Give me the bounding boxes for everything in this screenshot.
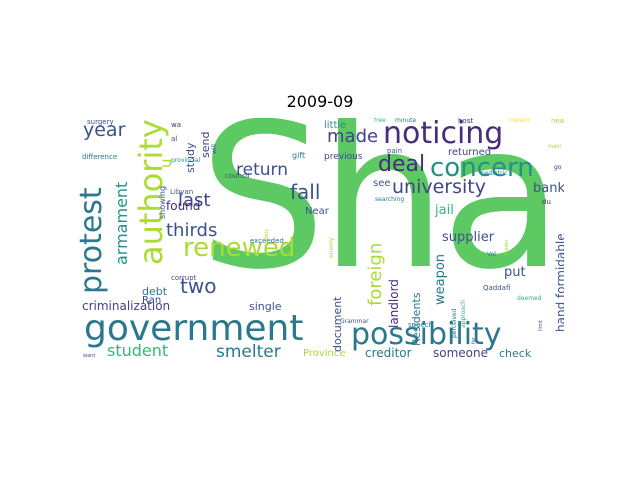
word-new: new: [551, 118, 564, 125]
word-made: made: [327, 126, 379, 147]
word-concern: concern: [430, 153, 534, 183]
word-hand-formidable: hand formidable: [554, 233, 564, 332]
word-habit: Habit: [548, 144, 562, 150]
word-go: go: [554, 164, 562, 171]
word-leader: leader: [504, 239, 510, 255]
word-smelter: smelter: [216, 342, 281, 362]
word-government: government: [84, 308, 304, 349]
word-study: study: [184, 142, 197, 173]
word-weapon: weapon: [433, 253, 448, 305]
word-creditor: creditor: [365, 346, 412, 360]
figure-title: 2009-09: [286, 92, 354, 111]
word-someone: someone: [433, 346, 488, 360]
word-check: check: [499, 347, 532, 360]
word-pediatric: pediatric: [481, 170, 508, 177]
word-vol: Vol: [487, 251, 496, 258]
word-residents: Residents: [410, 292, 423, 346]
word-university: university: [392, 176, 486, 198]
word-thirds: thirds: [166, 220, 218, 241]
word-approach: approach: [460, 299, 467, 328]
word-showing: showing: [158, 185, 167, 219]
word-sha: Sha: [199, 118, 563, 314]
word-returned: returned: [448, 147, 492, 158]
word-perceived: perceived: [451, 308, 458, 338]
word-far: far: [471, 337, 477, 344]
word-renewed: renewed: [183, 233, 296, 263]
word-will: will: [211, 144, 218, 154]
word-armament: armament: [112, 181, 131, 265]
word-widely: widely: [264, 228, 270, 245]
word-u: u: [157, 158, 175, 168]
word-previous: previous: [324, 152, 363, 162]
word-landlord: landlord: [387, 279, 401, 328]
word-jail: jail: [435, 203, 454, 218]
word-free: free: [374, 118, 386, 124]
word-searching: searching: [375, 196, 405, 203]
word-deemed: deemed: [517, 295, 542, 302]
word-little: little: [324, 120, 347, 131]
word-bank: bank: [533, 181, 564, 196]
word-province: Province: [303, 348, 346, 359]
word-host: host: [458, 118, 474, 125]
word-difference: difference: [82, 153, 118, 161]
word-student: student: [107, 341, 169, 360]
word-criminalization: criminalization: [82, 299, 171, 313]
word-two: two: [180, 274, 217, 298]
word-gift: gift: [292, 151, 306, 160]
word-see: see: [373, 178, 391, 189]
word-near: Near: [305, 206, 329, 217]
word-want: want: [83, 353, 96, 359]
word-foreign: foreign: [365, 242, 386, 306]
word-put: put: [504, 265, 526, 280]
word-toward: toward: [509, 118, 530, 124]
word-possibility: possibility: [351, 317, 502, 352]
word-protest: protest: [77, 187, 109, 294]
word-wa: wa: [171, 121, 182, 129]
word-minute: minute: [395, 118, 417, 124]
word-libyan: Libyan: [170, 188, 194, 196]
word-provincial: provincial: [171, 157, 201, 164]
word-enemy: enemy: [328, 237, 335, 258]
word-send: send: [199, 131, 212, 158]
word-qaddafi: Qaddafi: [483, 284, 511, 292]
word-last: last: [178, 190, 211, 211]
word-limit: limit: [538, 320, 544, 331]
word-al: al: [171, 135, 178, 143]
word-surgery: surgery: [87, 118, 114, 126]
word-grammar: Grammar: [340, 318, 369, 325]
word-fall: fall: [290, 180, 321, 204]
word-return: return: [236, 160, 288, 180]
word-noticing: noticing: [383, 118, 504, 151]
word-document: document: [331, 296, 344, 353]
word-pain: pain: [387, 147, 403, 155]
word-speech: speech: [408, 321, 433, 329]
word-council: council: [225, 172, 250, 180]
word-du: du: [542, 198, 551, 206]
word-year: year: [83, 119, 126, 141]
word-supplier: supplier: [442, 230, 495, 245]
word-found: found: [166, 199, 201, 213]
word-debt: debt: [142, 285, 168, 298]
word-cloud: Sha government noticing concern possibil…: [77, 118, 564, 365]
word-deal: deal: [378, 152, 426, 177]
word-single: single: [249, 300, 282, 313]
word-ran: Ran: [142, 295, 162, 306]
word-corrupt: corrupt: [171, 274, 197, 282]
word-exceeded: exceeded: [250, 237, 284, 245]
